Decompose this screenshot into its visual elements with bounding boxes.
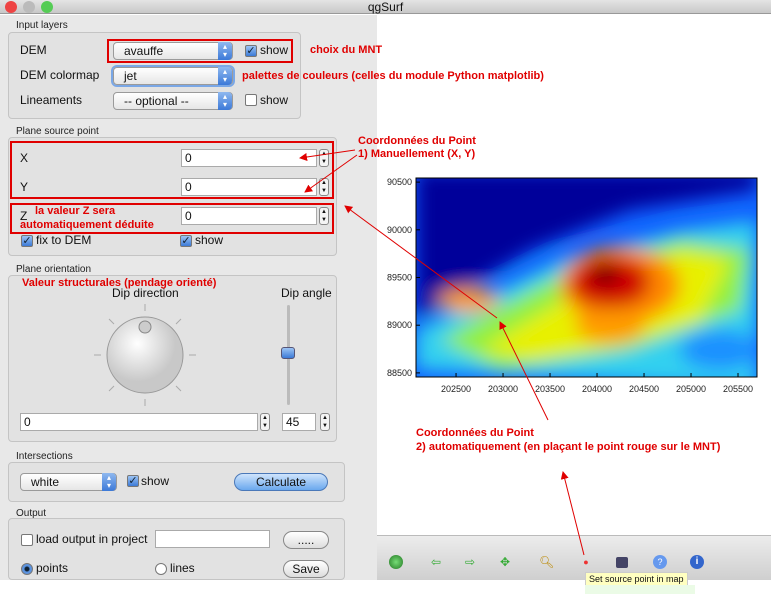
- dip-direction-label: Dip direction: [112, 286, 179, 300]
- output-group: [8, 518, 345, 580]
- annotation-coord1-title: Coordonnées du Point: [358, 135, 476, 147]
- annotation-structural: Valeur structurales (pendage orienté): [22, 277, 217, 289]
- annotation-coord2-title: Coordonnées du Point: [416, 427, 534, 439]
- load-output-checkbox[interactable]: [21, 534, 33, 546]
- points-radio[interactable]: [21, 563, 33, 575]
- lineaments-show-label: show: [260, 93, 289, 107]
- updown-icon: ▴ ▾: [218, 92, 232, 110]
- forward-icon[interactable]: ⇨: [464, 555, 476, 569]
- input-layers-label: Input layers: [16, 20, 68, 31]
- intersection-show-checkbox[interactable]: ✓: [127, 475, 139, 487]
- x-tick-label: 203500: [535, 384, 565, 394]
- x-label: X: [20, 151, 29, 165]
- intersection-color-select[interactable]: white ▴ ▾: [20, 473, 117, 491]
- lineaments-select-value: -- optional --: [124, 94, 189, 108]
- dip-angle-label: Dip angle: [281, 286, 332, 300]
- x-tick-label: 202500: [441, 384, 471, 394]
- dial-handle: [138, 320, 152, 334]
- set-point-icon[interactable]: ●: [583, 557, 589, 567]
- back-icon[interactable]: ⇦: [430, 555, 442, 569]
- dem-label: DEM: [20, 43, 47, 57]
- intersection-color-value: white: [31, 475, 60, 489]
- window-title: qgSurf: [367, 0, 404, 14]
- z-spinner[interactable]: ▲ ▼: [319, 207, 329, 225]
- y-field[interactable]: 0: [181, 178, 317, 196]
- intersections-label: Intersections: [16, 451, 73, 462]
- help-icon[interactable]: ?: [653, 555, 667, 569]
- annotation-box-dem: [107, 39, 293, 63]
- intersection-show-label: show: [141, 474, 170, 488]
- updown-icon: ▴ ▾: [218, 42, 232, 60]
- fix-to-dem-checkbox[interactable]: ✓: [21, 235, 33, 247]
- points-label: points: [36, 561, 69, 575]
- dip-direction-field[interactable]: 0: [20, 413, 258, 431]
- source-point-label: Plane source point: [16, 126, 99, 137]
- output-path-field[interactable]: [155, 530, 270, 548]
- x-tick-label: 204500: [629, 384, 659, 394]
- y-label: Y: [20, 180, 29, 194]
- close-button[interactable]: [5, 1, 17, 13]
- x-tick-label: 203000: [488, 384, 518, 394]
- x-tick-label: 205500: [723, 384, 753, 394]
- point-show-checkbox[interactable]: ✓: [180, 235, 192, 247]
- lines-radio[interactable]: [155, 563, 167, 575]
- annotation-z2: automatiquement déduite: [20, 219, 154, 231]
- dem-show-label: show: [260, 43, 289, 57]
- z-label: Z: [20, 209, 28, 223]
- x-tick-label: 204000: [582, 384, 612, 394]
- orientation-label: Plane orientation: [16, 264, 92, 275]
- y-tick-label: 90000: [387, 225, 412, 235]
- home-icon[interactable]: [389, 555, 403, 569]
- y-tick-label: 89500: [387, 273, 412, 283]
- browse-button[interactable]: .....: [283, 531, 329, 549]
- tooltip: Set source point in map: [585, 572, 688, 586]
- dip-angle-slider-handle[interactable]: [281, 347, 295, 359]
- dem-map-plot[interactable]: 202500 203000 203500 204000 204500 205000 2055…: [380, 170, 771, 405]
- tooltip-shadow: [585, 585, 695, 594]
- map-toolbar: ⇦ ⇨ ✥ 🔍︎ ● ? i: [377, 535, 771, 580]
- zoom-button[interactable]: [41, 1, 53, 13]
- minimize-button[interactable]: [23, 1, 35, 13]
- lineaments-label: Lineaments: [20, 93, 83, 107]
- save-button[interactable]: Save: [283, 560, 329, 578]
- save-image-icon[interactable]: [616, 557, 628, 568]
- lines-label: lines: [170, 561, 195, 575]
- updown-icon: ▴ ▾: [102, 473, 116, 491]
- title-bar: qgSurf: [0, 0, 771, 14]
- annotation-dem: choix du MNT: [310, 44, 383, 56]
- annotation-colormap: palettes de couleurs (celles du module P…: [242, 70, 544, 82]
- info-icon[interactable]: i: [690, 555, 704, 569]
- annotation-coord2-sub: 2) automatiquement (en plaçant le point …: [416, 441, 721, 453]
- lineaments-select[interactable]: -- optional -- ▴ ▾: [113, 92, 233, 110]
- y-tick-label: 89000: [387, 320, 412, 330]
- output-label: Output: [16, 508, 47, 519]
- lineaments-show-checkbox[interactable]: [245, 94, 257, 106]
- pan-icon[interactable]: ✥: [499, 555, 511, 569]
- dip-direction-dial[interactable]: [90, 300, 200, 410]
- z-field[interactable]: 0: [181, 207, 317, 225]
- annotation-box-z: [10, 203, 334, 234]
- annotation-box-xy: [10, 141, 334, 199]
- fix-to-dem-label: fix to DEM: [36, 233, 92, 247]
- dip-angle-field[interactable]: 45: [282, 413, 316, 431]
- dem-select[interactable]: avauffe ▴ ▾: [113, 42, 233, 60]
- x-tick-label: 205000: [676, 384, 706, 394]
- colormap-select[interactable]: jet ▴ ▾: [113, 67, 233, 85]
- dem-heatmap[interactable]: [416, 170, 760, 390]
- annotation-coord1-sub: 1) Manuellement (X, Y): [358, 148, 476, 160]
- annotation-z1: la valeur Z sera: [35, 205, 116, 217]
- calculate-button[interactable]: Calculate: [234, 473, 328, 491]
- colormap-select-value: jet: [124, 69, 137, 83]
- dip-direction-spinner[interactable]: ▲ ▼: [260, 413, 270, 431]
- y-tick-label: 90500: [387, 177, 412, 187]
- dip-angle-spinner[interactable]: ▲ ▼: [320, 413, 330, 431]
- updown-icon: ▴ ▾: [218, 67, 232, 85]
- zoom-icon[interactable]: 🔍︎: [539, 555, 555, 569]
- dem-show-checkbox[interactable]: ✓: [245, 45, 257, 57]
- dem-select-value: avauffe: [124, 44, 164, 58]
- load-output-label: load output in project: [36, 532, 148, 546]
- colormap-label: DEM colormap: [20, 68, 100, 82]
- y-tick-label: 88500: [387, 368, 412, 378]
- point-show-label: show: [195, 233, 224, 247]
